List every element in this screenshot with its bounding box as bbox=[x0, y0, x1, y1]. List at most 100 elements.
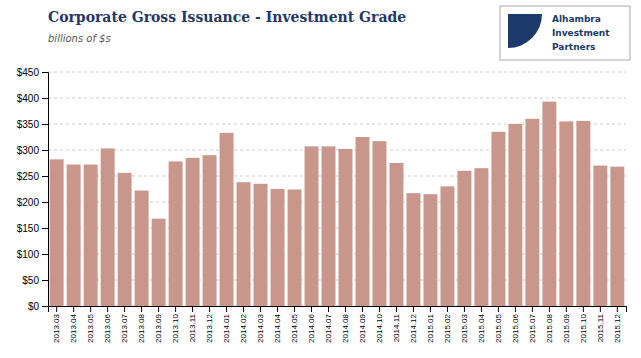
tick-mark bbox=[42, 98, 48, 99]
bar bbox=[220, 133, 234, 306]
x-tick: 2014.10 bbox=[375, 306, 384, 343]
tick-mark bbox=[107, 306, 108, 312]
grid-line bbox=[48, 72, 626, 73]
x-tick: 2015.04 bbox=[477, 306, 486, 343]
bar bbox=[203, 155, 217, 306]
bar bbox=[525, 119, 539, 306]
tick-label: 2014.07 bbox=[324, 313, 333, 342]
bar bbox=[610, 167, 624, 306]
y-tick: $450 bbox=[17, 67, 48, 78]
bar bbox=[491, 132, 505, 306]
tick-mark bbox=[42, 228, 48, 229]
tick-label: 2015.03 bbox=[460, 313, 469, 342]
tick-label: 2013.05 bbox=[86, 313, 95, 342]
tick-label: $200 bbox=[17, 197, 40, 208]
x-axis: 2013.032013.042013.052013.062013.072013.… bbox=[49, 306, 627, 343]
tick-label: $300 bbox=[17, 145, 40, 156]
tick-label: $450 bbox=[17, 67, 40, 78]
bar bbox=[593, 166, 607, 306]
bar bbox=[67, 165, 81, 306]
x-tick: 2013.11 bbox=[188, 306, 197, 342]
tick-mark bbox=[345, 306, 346, 312]
tick-label: $250 bbox=[17, 171, 40, 182]
bar bbox=[474, 168, 488, 306]
x-tick: 2013.04 bbox=[69, 306, 78, 343]
x-tick: 2013.09 bbox=[154, 306, 163, 343]
tick-label: 2014.01 bbox=[222, 313, 231, 342]
bar bbox=[440, 186, 454, 306]
x-tick: 2015.02 bbox=[443, 306, 452, 343]
y-axis: $0$50$100$150$200$250$300$350$400$450 bbox=[17, 67, 49, 312]
plot: $0$50$100$150$200$250$300$350$400$450201… bbox=[17, 67, 627, 343]
tick-label: 2013.04 bbox=[69, 313, 78, 342]
y-tick: $50 bbox=[22, 275, 48, 286]
tick-mark bbox=[617, 306, 618, 312]
title: Corporate Gross Issuance - Investment Gr… bbox=[48, 9, 406, 25]
tick-label: 2015.08 bbox=[545, 313, 554, 342]
bar bbox=[389, 163, 403, 306]
x-tick: 2014.07 bbox=[324, 306, 333, 343]
tick-mark bbox=[515, 306, 516, 312]
tick-label: 2015.11 bbox=[596, 313, 605, 342]
tick-mark bbox=[311, 306, 312, 312]
tick-label: $0 bbox=[28, 301, 40, 312]
tick-label: 2015.01 bbox=[426, 313, 435, 342]
x-tick: 2015.10 bbox=[579, 306, 588, 343]
bar bbox=[50, 159, 64, 306]
tick-label: 2014.12 bbox=[409, 313, 418, 342]
bar bbox=[271, 189, 285, 306]
tick-label: 2015.05 bbox=[494, 313, 503, 342]
bar bbox=[288, 190, 302, 306]
x-tick: 2014.06 bbox=[307, 306, 316, 343]
subtitle: billions of $s bbox=[48, 33, 111, 44]
tick-mark bbox=[277, 306, 278, 312]
x-tick: 2014.03 bbox=[256, 306, 265, 343]
y-tick: $150 bbox=[17, 223, 48, 234]
tick-mark bbox=[260, 306, 261, 312]
tick-label: 2014.03 bbox=[256, 313, 265, 342]
bar bbox=[406, 193, 420, 306]
bar bbox=[322, 146, 336, 306]
tick-label: 2014.06 bbox=[307, 313, 316, 342]
tick-mark bbox=[379, 306, 380, 312]
tick-label: 2014.10 bbox=[375, 313, 384, 342]
bar bbox=[423, 194, 437, 306]
tick-label: 2015.06 bbox=[511, 313, 520, 342]
bar bbox=[576, 121, 590, 306]
tick-label: 2013.12 bbox=[205, 313, 214, 342]
x-tick: 2015.05 bbox=[494, 306, 503, 343]
tick-mark bbox=[42, 176, 48, 177]
bar bbox=[508, 124, 522, 306]
bar bbox=[118, 173, 132, 306]
chart: Corporate Gross Issuance - Investment Gr… bbox=[0, 0, 641, 358]
tick-mark bbox=[532, 306, 533, 312]
x-tick: 2013.12 bbox=[205, 306, 214, 343]
tick-mark bbox=[42, 124, 48, 125]
grid-line bbox=[48, 98, 626, 99]
grid bbox=[48, 72, 626, 306]
logo: AlhambraInvestmentPartners bbox=[500, 6, 630, 60]
x-tick: 2015.07 bbox=[528, 306, 537, 343]
tick-label: 2013.06 bbox=[103, 313, 112, 342]
tick-label: 2014.02 bbox=[239, 313, 248, 342]
x-tick: 2013.06 bbox=[103, 306, 112, 343]
tick-mark bbox=[42, 202, 48, 203]
y-tick: $250 bbox=[17, 171, 48, 182]
tick-label: 2013.03 bbox=[52, 313, 61, 342]
tick-label: $400 bbox=[17, 93, 40, 104]
bar bbox=[254, 184, 268, 306]
tick-mark bbox=[73, 306, 74, 312]
y-tick: $200 bbox=[17, 197, 48, 208]
tick-mark bbox=[56, 306, 57, 312]
tick-mark bbox=[362, 306, 363, 312]
logo-box bbox=[500, 6, 630, 60]
tick-mark bbox=[294, 306, 295, 312]
tick-mark bbox=[549, 306, 550, 312]
tick-label: 2013.09 bbox=[154, 313, 163, 342]
tick-label: $350 bbox=[17, 119, 40, 130]
x-tick: 2014.04 bbox=[273, 306, 282, 343]
bar bbox=[339, 149, 353, 306]
y-tick: $350 bbox=[17, 119, 48, 130]
tick-mark bbox=[192, 306, 193, 312]
tick-mark bbox=[430, 306, 431, 312]
